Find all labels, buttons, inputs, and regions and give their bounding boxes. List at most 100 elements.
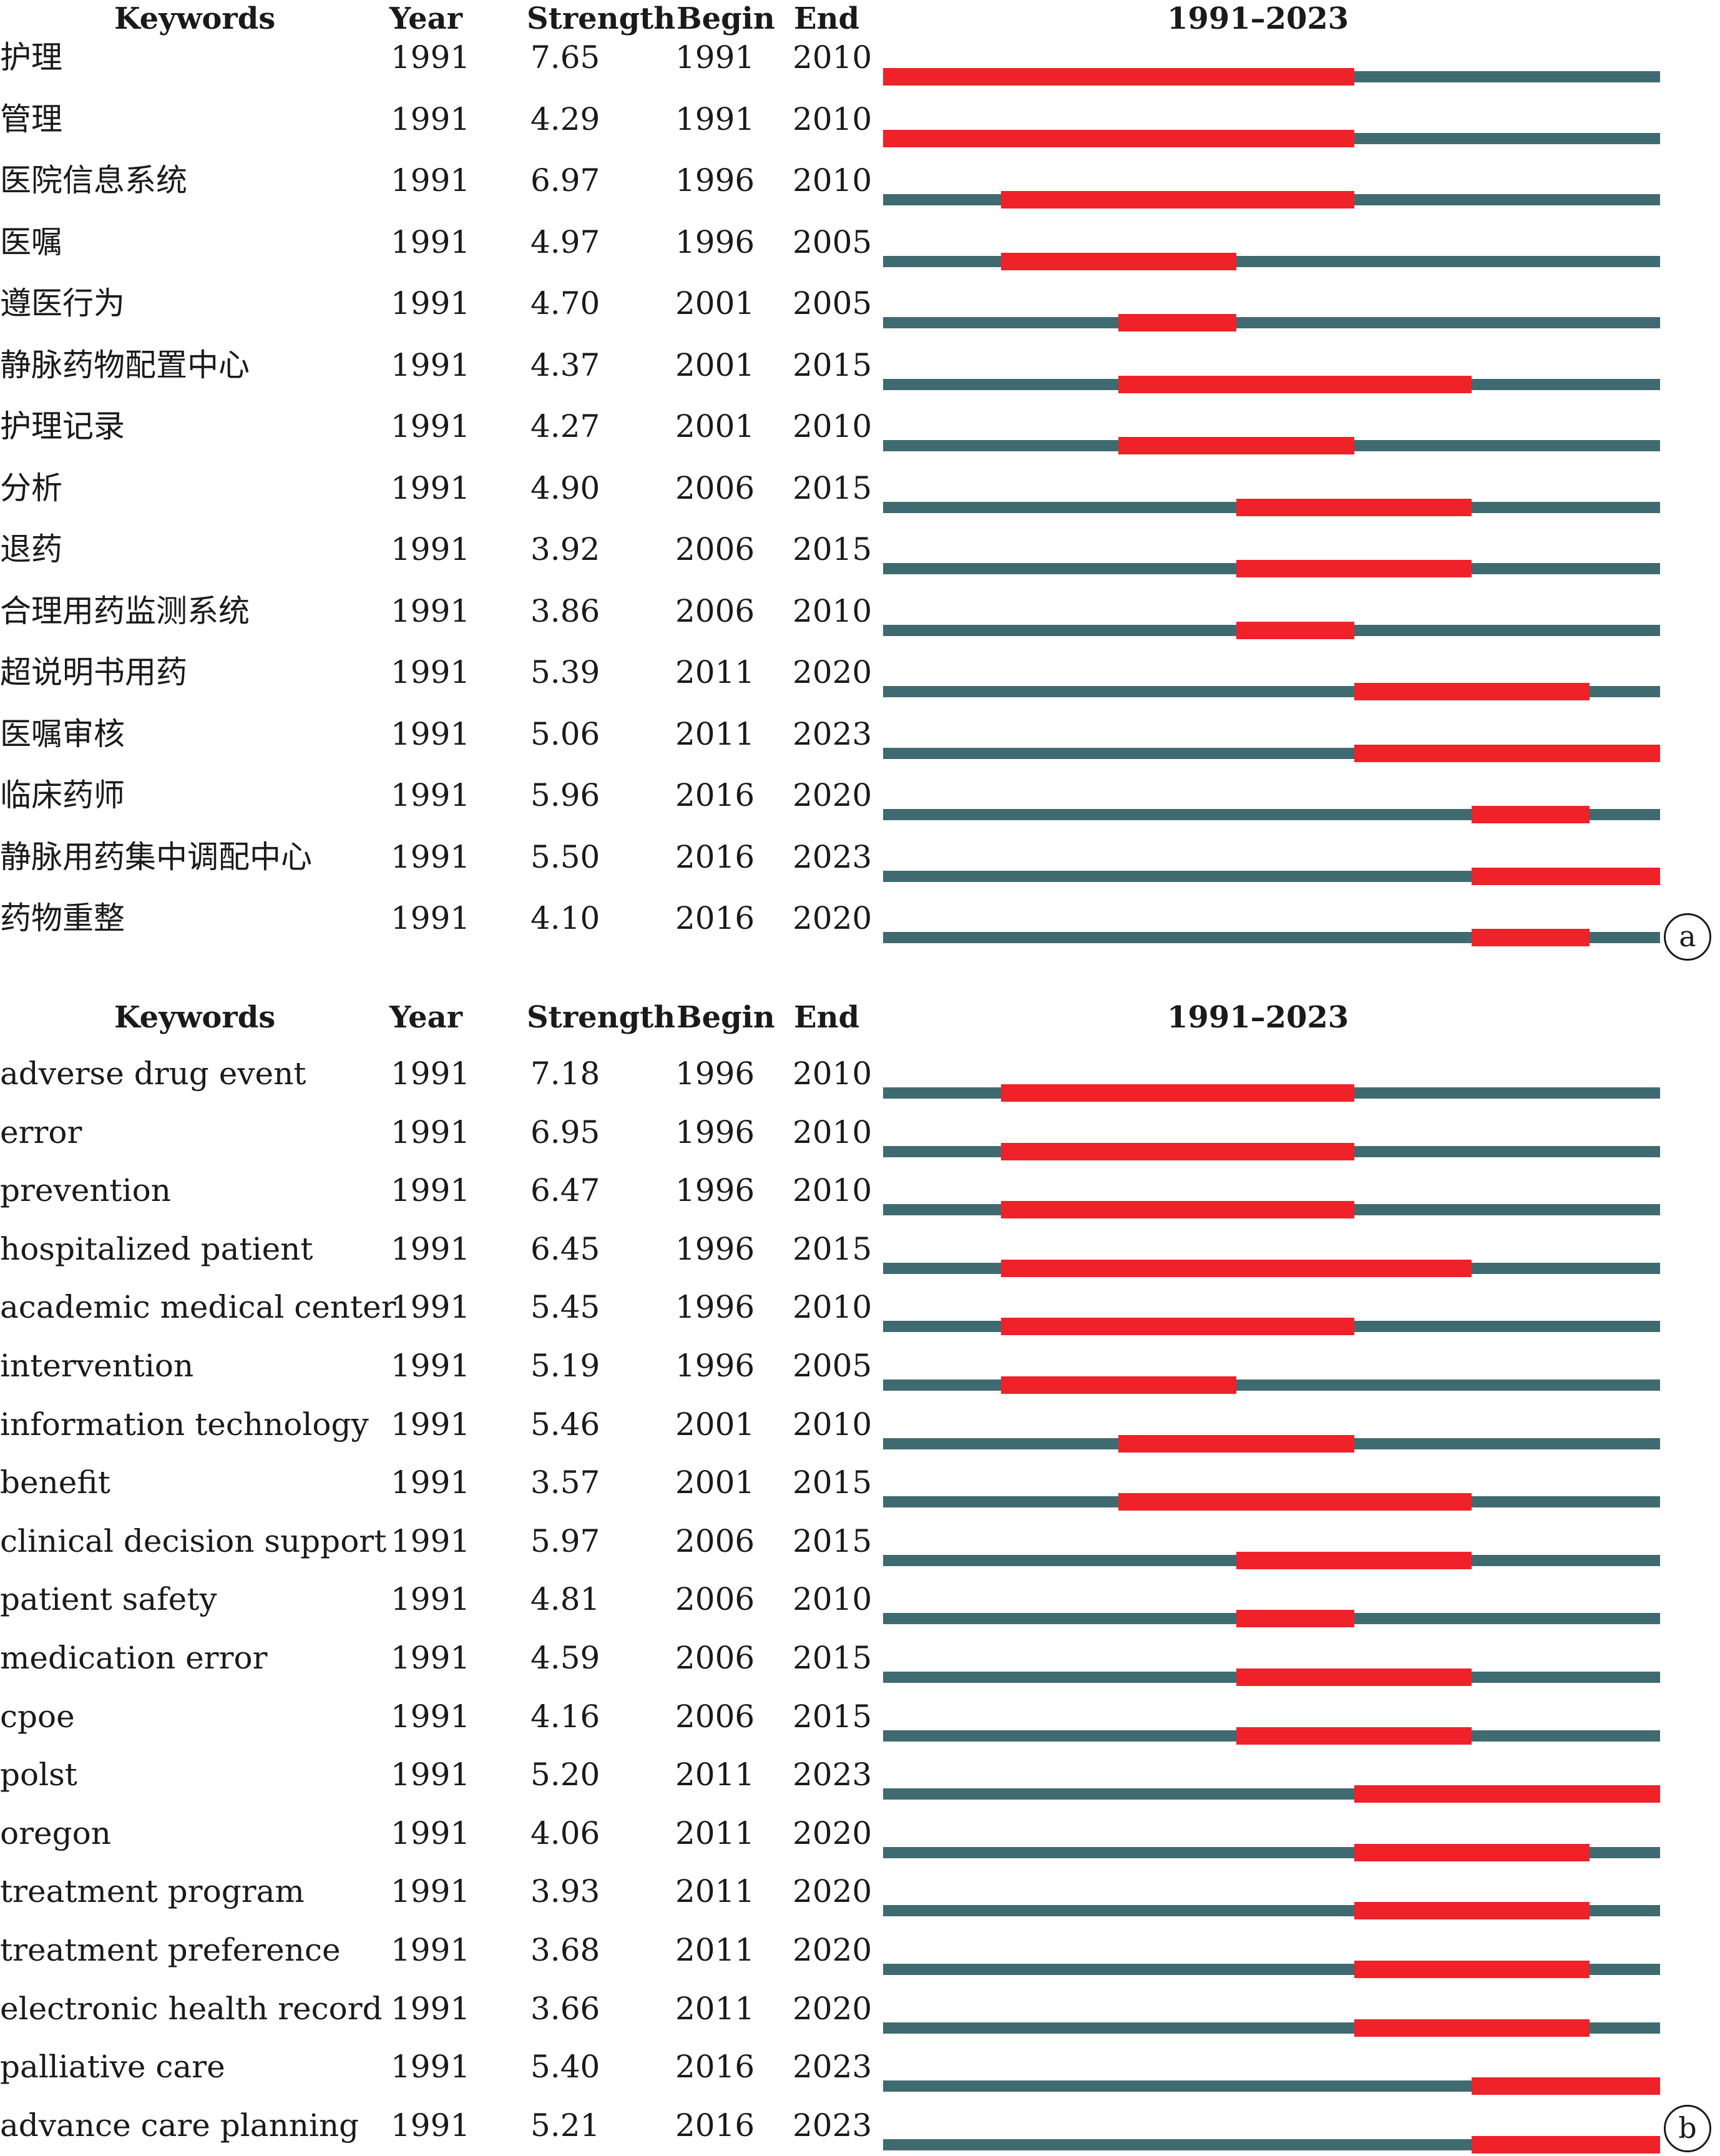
header-range: 1991–2023 [1167, 1000, 1349, 1035]
timeline-track [883, 1668, 1660, 1686]
year-value: 1991 [391, 1522, 471, 1559]
timeline-track [883, 375, 1660, 393]
end-year: 2020 [793, 654, 872, 690]
keyword-label: palliative care [0, 2049, 225, 2085]
timeline-track [883, 929, 1660, 946]
strength-value: 6.45 [530, 1230, 600, 1267]
strength-value: 5.46 [530, 1406, 600, 1443]
begin-year: 2006 [675, 531, 755, 567]
begin-year: 2001 [675, 285, 755, 321]
burst-segment [1354, 744, 1660, 762]
burst-segment [1000, 1318, 1354, 1336]
begin-year: 2001 [675, 1406, 755, 1443]
keyword-label: 退药 [0, 531, 62, 567]
begin-year: 2016 [675, 2049, 755, 2085]
header-begin: Begin [677, 1, 775, 36]
burst-segment [1236, 498, 1472, 516]
burst-table-panel-b: Keywords Year Strength Begin End 1991–20… [0, 999, 1720, 2156]
year-value: 1991 [391, 223, 471, 260]
timeline-track [883, 1318, 1660, 1336]
burst-segment [1236, 1610, 1354, 1628]
year-value: 1991 [391, 900, 471, 936]
strength-value: 3.66 [530, 1990, 600, 2027]
timeline-track [883, 1727, 1660, 1745]
begin-year: 1996 [675, 1056, 755, 1092]
keyword-label: 静脉用药集中调配中心 [0, 838, 312, 875]
begin-year: 2006 [675, 592, 755, 629]
burst-segment [1472, 2135, 1660, 2154]
strength-value: 4.70 [530, 285, 600, 321]
burst-segment [1000, 1259, 1472, 1277]
begin-year: 2016 [675, 838, 755, 875]
year-value: 1991 [391, 1230, 471, 1267]
strength-value: 4.81 [530, 1581, 600, 1618]
timeline-track [883, 1142, 1660, 1160]
burst-table-panel-a: Keywords Year Strength Begin End 1991–20… [0, 0, 1720, 974]
header-end: End [794, 1, 860, 36]
burst-segment [1354, 1902, 1590, 1920]
end-year: 2023 [793, 715, 872, 752]
keyword-label: 合理用药监测系统 [0, 592, 250, 629]
keyword-label: intervention [0, 1348, 194, 1384]
header-end: End [794, 1000, 860, 1035]
year-value: 1991 [391, 1056, 471, 1092]
end-year: 2020 [793, 777, 872, 813]
keyword-label: clinical decision support [0, 1522, 387, 1559]
year-value: 1991 [391, 100, 471, 137]
strength-value: 3.86 [530, 592, 600, 629]
begin-year: 2011 [675, 654, 755, 690]
year-value: 1991 [391, 1873, 471, 1910]
strength-value: 5.45 [530, 1289, 600, 1326]
end-year: 2010 [793, 1581, 872, 1618]
timeline-track [883, 314, 1660, 331]
timeline-track [883, 867, 1660, 885]
strength-value: 4.10 [530, 900, 600, 936]
keyword-label: polst [0, 1757, 77, 1793]
end-year: 2020 [793, 900, 872, 936]
timeline-track [883, 806, 1660, 823]
timeline-track [883, 2077, 1660, 2095]
year-value: 1991 [391, 1757, 471, 1793]
timeline-track [883, 1551, 1660, 1569]
begin-year: 2001 [675, 346, 755, 383]
strength-value: 3.57 [530, 1464, 600, 1501]
begin-year: 2006 [675, 1640, 755, 1676]
strength-value: 5.19 [530, 1348, 600, 1384]
strength-value: 6.97 [530, 162, 600, 198]
begin-year: 1996 [675, 1289, 755, 1326]
timeline-track [883, 1493, 1660, 1511]
strength-value: 6.95 [530, 1114, 600, 1150]
timeline-track [883, 1084, 1660, 1102]
strength-value: 4.29 [530, 100, 600, 137]
timeline-track [883, 1843, 1660, 1861]
strength-value: 6.47 [530, 1172, 600, 1209]
timeline-track [883, 252, 1660, 270]
year-value: 1991 [391, 531, 471, 567]
begin-year: 1996 [675, 1230, 755, 1267]
strength-value: 5.97 [530, 1522, 600, 1559]
keyword-label: oregon [0, 1815, 111, 1851]
begin-year: 2011 [675, 1932, 755, 1968]
year-value: 1991 [391, 1698, 471, 1735]
burst-segment [883, 68, 1354, 86]
strength-value: 3.92 [530, 531, 600, 567]
begin-year: 2001 [675, 408, 755, 444]
header-year: Year [389, 1000, 463, 1035]
burst-segment [1118, 1493, 1472, 1511]
end-year: 2015 [793, 1522, 872, 1559]
timeline-track [883, 191, 1660, 208]
burst-segment [1118, 1434, 1354, 1453]
burst-segment [1000, 1201, 1354, 1219]
burst-segment [1472, 806, 1590, 823]
timeline-track [883, 1376, 1660, 1394]
keyword-label: 静脉药物配置中心 [0, 346, 250, 383]
strength-value: 4.27 [530, 408, 600, 444]
strength-value: 5.50 [530, 838, 600, 875]
end-year: 2005 [793, 223, 872, 260]
begin-year: 1991 [675, 39, 755, 76]
keyword-label: 医嘱 [0, 223, 62, 260]
header-strength: Strength [527, 1, 676, 36]
header-range: 1991–2023 [1167, 1, 1349, 36]
strength-value: 4.06 [530, 1815, 600, 1851]
end-year: 2010 [793, 1172, 872, 1209]
